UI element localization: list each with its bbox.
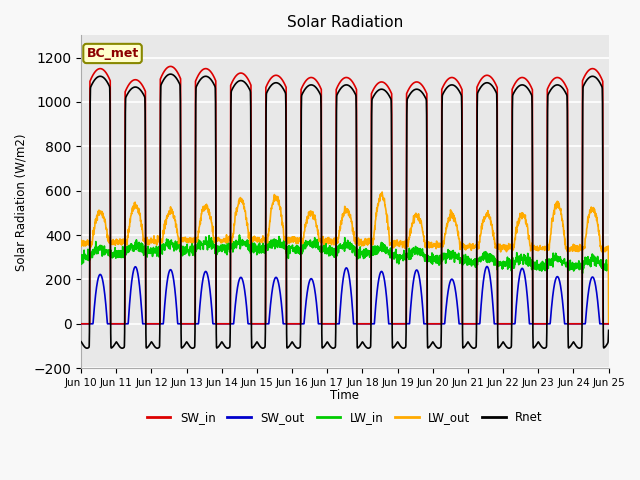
LW_in [77, 256, 85, 262]
Line: Rnet: Rnet [81, 74, 609, 348]
SW_in [605, 321, 612, 327]
Rnet [499, 340, 506, 346]
SW_out [499, 321, 506, 327]
LW_out [360, 241, 367, 247]
LW_in [360, 247, 368, 252]
Title: Solar Radiation: Solar Radiation [287, 15, 403, 30]
LW_in [236, 232, 243, 238]
SW_in [77, 321, 85, 327]
Rnet [573, 344, 581, 350]
Rnet [605, 327, 612, 333]
SW_in [499, 321, 506, 327]
LW_in [499, 261, 506, 267]
Y-axis label: Solar Radiation (W/m2): Solar Radiation (W/m2) [15, 133, 28, 271]
LW_out [77, 238, 85, 243]
LW_in [573, 264, 580, 270]
LW_out [225, 235, 232, 241]
Line: SW_in: SW_in [81, 66, 609, 324]
SW_in [360, 321, 368, 327]
Legend: SW_in, SW_out, LW_in, LW_out, Rnet: SW_in, SW_out, LW_in, LW_out, Rnet [142, 407, 548, 429]
SW_out [360, 321, 367, 327]
LW_out [573, 248, 580, 253]
LW_out [605, 321, 612, 327]
SW_in [558, 77, 566, 83]
SW_out [225, 321, 232, 327]
SW_in [225, 321, 232, 327]
SW_out [605, 321, 612, 327]
Rnet [77, 339, 85, 345]
Text: BC_met: BC_met [86, 47, 139, 60]
Line: SW_out: SW_out [81, 266, 609, 324]
SW_in [167, 63, 175, 69]
X-axis label: Time: Time [330, 389, 360, 402]
LW_in [372, 252, 380, 257]
SW_out [371, 308, 379, 313]
Line: LW_out: LW_out [81, 192, 609, 324]
LW_in [558, 263, 566, 268]
LW_out [558, 216, 566, 222]
LW_in [225, 241, 232, 247]
SW_out [558, 295, 566, 301]
LW_out [378, 189, 386, 195]
Rnet [559, 85, 566, 91]
Line: LW_in: LW_in [81, 235, 609, 273]
LW_out [499, 245, 506, 251]
SW_in [573, 321, 580, 327]
LW_in [579, 270, 586, 276]
SW_in [372, 83, 380, 89]
SW_out [483, 264, 491, 269]
LW_out [371, 218, 379, 224]
Rnet [167, 71, 175, 77]
SW_out [77, 321, 85, 327]
Rnet [225, 345, 232, 351]
Rnet [372, 90, 380, 96]
LW_in [605, 262, 612, 268]
Rnet [360, 342, 368, 348]
Rnet [83, 345, 91, 351]
SW_out [573, 321, 580, 327]
